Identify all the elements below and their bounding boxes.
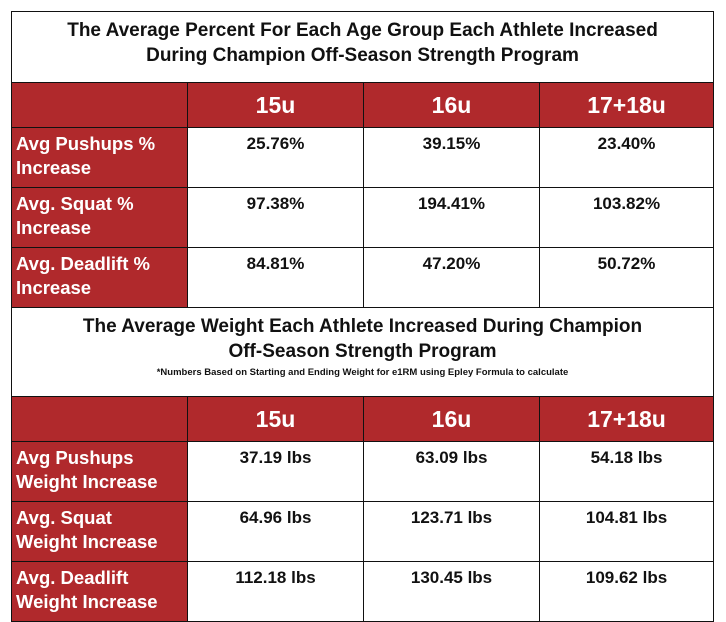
- value-cell: 37.19 lbs: [187, 441, 364, 502]
- row-label: Avg. Deadlift % Increase: [11, 247, 188, 308]
- header-cell: [11, 82, 188, 128]
- table-row: Avg. Deadlift Weight Increase 112.18 lbs 13…: [11, 561, 715, 622]
- row-label: Avg Pushups Weight Increase: [11, 441, 188, 502]
- footnote: *Numbers Based on Starting and Ending We…: [156, 367, 569, 378]
- row-label: Avg Pushups % Increase: [11, 127, 188, 188]
- title-line: Off-Season Strength Program: [228, 341, 497, 362]
- header-cell: 15u: [187, 82, 364, 128]
- value-cell: 54.18 lbs: [538, 441, 715, 502]
- row-label-line: Weight Increase: [16, 531, 158, 552]
- value-cell: 112.18 lbs: [187, 561, 364, 622]
- row-label-line: Increase: [16, 277, 92, 298]
- row-label-line: Avg. Deadlift %: [16, 253, 150, 274]
- value-cell: 97.38%: [187, 187, 364, 248]
- table-row: Avg. Deadlift % Increase 84.81% 47.20% 50.72…: [11, 247, 715, 308]
- row-label-line: Weight Increase: [16, 471, 158, 492]
- value-cell: 63.09 lbs: [363, 441, 540, 502]
- header-cell: 16u: [363, 82, 540, 128]
- percent-increase-table: The Average Percent For Each Age Group E…: [10, 11, 715, 622]
- value-cell: 194.41%: [363, 187, 540, 248]
- value-cell: 104.81 lbs: [538, 501, 715, 562]
- row-label: Avg. Squat % Increase: [11, 187, 188, 248]
- stats-document: The Average Percent For Each Age Group E…: [10, 11, 715, 622]
- table-row: Avg. Squat Weight Increase 64.96 lbs 123.71…: [11, 501, 715, 562]
- header-row: 15u 16u 17+18u: [11, 82, 715, 128]
- row-label-line: Avg. Squat: [16, 507, 112, 528]
- row-label: Avg. Squat Weight Increase: [11, 501, 188, 562]
- value-cell: 84.81%: [187, 247, 364, 308]
- value-cell: 23.40%: [538, 127, 715, 188]
- value-cell: 103.82%: [538, 187, 715, 248]
- row-label-line: Avg. Deadlift: [16, 567, 129, 588]
- value-cell: 47.20%: [363, 247, 540, 308]
- row-label-line: Avg. Squat %: [16, 193, 134, 214]
- header-cell: 16u: [363, 396, 540, 442]
- row-label-line: Increase: [16, 157, 92, 178]
- value-cell: 64.96 lbs: [187, 501, 364, 562]
- value-cell: 50.72%: [538, 247, 715, 308]
- header-cell: [11, 396, 188, 442]
- row-label-line: Increase: [16, 217, 92, 238]
- value-cell: 39.15%: [363, 127, 540, 188]
- header-cell: 15u: [187, 396, 364, 442]
- value-cell: 130.45 lbs: [363, 561, 540, 622]
- row-label: Avg. Deadlift Weight Increase: [11, 561, 188, 622]
- header-cell: 17+18u: [538, 82, 715, 128]
- value-cell: 25.76%: [187, 127, 364, 188]
- value-cell: 109.62 lbs: [538, 561, 715, 622]
- header-row: 15u 16u 17+18u: [11, 396, 715, 442]
- table-row: Avg Pushups % Increase 25.76% 39.15% 23.40%: [11, 127, 715, 188]
- value-cell: 123.71 lbs: [363, 501, 540, 562]
- row-label-line: Avg Pushups: [16, 447, 134, 468]
- row-label-line: Weight Increase: [16, 591, 158, 612]
- table-row: Avg Pushups Weight Increase 37.19 lbs 63.09…: [11, 441, 715, 502]
- title-line: The Average Percent For Each Age Group E…: [67, 20, 658, 41]
- table-row: Avg. Squat % Increase 97.38% 194.41% 103.82%: [11, 187, 715, 248]
- title-line: The Average Weight Each Athlete Increase…: [82, 316, 643, 337]
- table2-title: The Average Weight Each Athlete Increase…: [10, 307, 715, 397]
- title-line: During Champion Off-Season Strength Prog…: [146, 45, 579, 66]
- row-label-line: Avg Pushups %: [16, 133, 156, 154]
- header-cell: 17+18u: [538, 396, 715, 442]
- table1-title: The Average Percent For Each Age Group E…: [10, 11, 715, 83]
